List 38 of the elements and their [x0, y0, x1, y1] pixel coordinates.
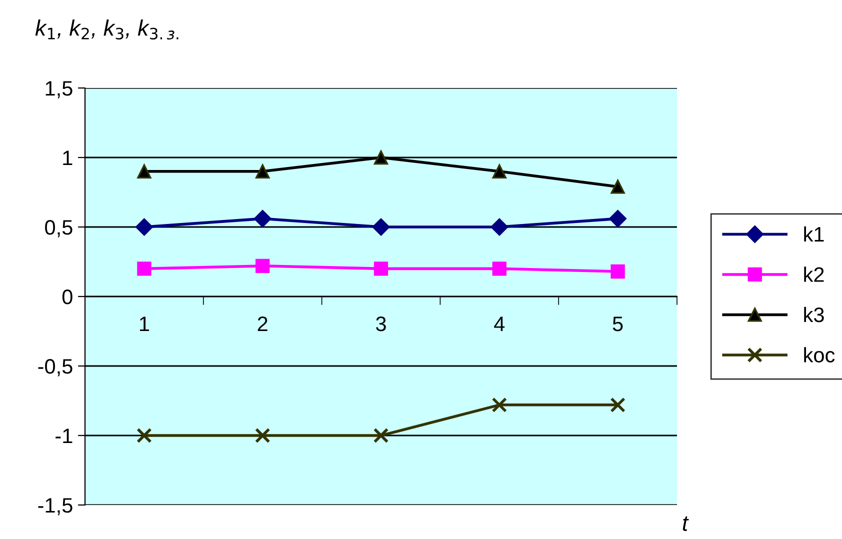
point: [492, 164, 506, 178]
y-tick-label: 0,5: [45, 220, 72, 238]
point: [492, 262, 506, 276]
point: [137, 164, 152, 178]
point: [609, 210, 626, 228]
point: [373, 428, 389, 444]
x-tick-label: 4: [494, 316, 505, 332]
x-tick-label: 3: [376, 316, 386, 332]
point: [254, 428, 270, 444]
point: [492, 397, 508, 413]
legend-label: koc: [804, 347, 835, 362]
point: [374, 262, 388, 276]
y-tick-label: -1,5: [38, 498, 72, 516]
point: [374, 150, 388, 165]
point: [137, 262, 152, 276]
point: [136, 218, 153, 236]
point: [136, 428, 152, 444]
point: [610, 397, 626, 413]
x-axis-title: t: [682, 516, 689, 531]
legend-label: k3: [804, 306, 824, 322]
point: [610, 264, 625, 279]
y-tick-label: 1: [63, 150, 72, 166]
y-tick-label: -1: [56, 428, 72, 444]
x-tick-label: 2: [258, 316, 268, 332]
point: [490, 218, 508, 236]
y-axis-title: k$_{1}$, k$_{2}$, k$_{3}$, k$_{3.з.}$: [35, 20, 178, 40]
point: [254, 210, 272, 228]
x-tick-label: 5: [612, 316, 623, 332]
legend-label: k2: [804, 266, 824, 282]
point: [610, 180, 625, 194]
y-tick-label: 0: [62, 290, 72, 304]
point: [372, 218, 390, 236]
x-tick-label: 1: [140, 316, 149, 332]
point: [256, 258, 270, 274]
y-tick-label: -0,5: [38, 359, 72, 376]
point: [256, 164, 270, 178]
legend-label: k1: [804, 226, 824, 242]
y-tick-label: 1,5: [46, 81, 72, 98]
